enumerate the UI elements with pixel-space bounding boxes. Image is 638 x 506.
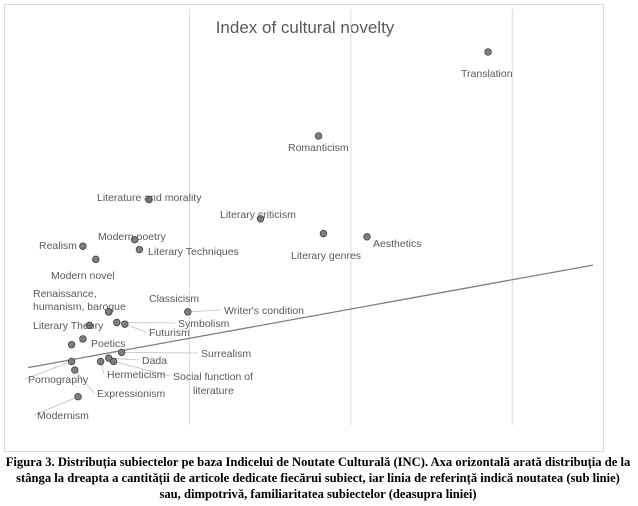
point-label: Symbolism: [178, 318, 230, 330]
chart-frame: Index of cultural novelty Translation Rom…: [4, 4, 604, 452]
point-label: Pornography: [28, 374, 89, 386]
point-label: Literary genres: [291, 250, 361, 262]
point-label: Modern novel: [51, 270, 115, 282]
data-point: [113, 318, 121, 327]
label-leader: [187, 309, 222, 313]
data-point: [256, 215, 265, 223]
point-label: Dada: [142, 355, 167, 367]
point-label: Surrealism: [201, 348, 251, 360]
data-point: [184, 308, 192, 316]
data-point: [67, 340, 76, 349]
point-label: Literary criticism: [220, 209, 296, 221]
point-label: Writer's condition: [224, 305, 304, 317]
point-label: Literary Techniques: [148, 246, 239, 258]
data-point: [363, 233, 371, 241]
point-label: Social function of literature: [173, 371, 253, 397]
label-leader: [113, 361, 171, 377]
figure-caption: Figura 3. Distribuția subiectelor pe baz…: [5, 455, 631, 501]
point-label: Translation: [461, 68, 513, 80]
data-point: [79, 335, 87, 343]
point-label: Poetics: [91, 338, 125, 350]
data-point: [121, 320, 129, 328]
point-label: Classicism: [149, 293, 199, 305]
data-point: [74, 393, 82, 401]
data-point: [105, 308, 113, 316]
data-point: [314, 132, 323, 140]
chart-title: Index of cultural novelty: [216, 18, 395, 37]
data-point: [484, 48, 492, 56]
scatter-chart: Index of cultural novelty Translation Rom…: [24, 9, 594, 425]
point-label: Renaissance, humanism, baroque: [33, 288, 126, 313]
point-label: Literature and morality: [97, 192, 202, 204]
data-point: [71, 366, 79, 374]
label-leader: [124, 323, 147, 333]
data-point: [145, 195, 153, 204]
data-point: [67, 357, 76, 366]
point-label: Hermeticism: [107, 369, 166, 381]
data-point: [135, 245, 144, 254]
point-label: Literary Theory: [33, 320, 104, 332]
point-label: Modernism: [37, 410, 89, 422]
point-label: Aesthetics: [373, 238, 421, 250]
point-label: Expressionism: [97, 388, 166, 400]
data-point: [109, 357, 118, 366]
data-point: [117, 348, 126, 357]
data-point: [79, 242, 87, 250]
label-leader: [74, 369, 95, 394]
data-point: [319, 229, 328, 238]
label-leader: [33, 396, 79, 416]
data-point: [85, 321, 94, 330]
data-point: [130, 235, 139, 244]
data-point: [96, 357, 105, 366]
point-label: Futurism: [149, 327, 190, 339]
point-label: Romanticism: [288, 142, 349, 154]
label-leader: [121, 352, 199, 354]
label-leader: [24, 361, 72, 380]
point-label: Modern poetry: [98, 231, 166, 243]
data-point: [92, 255, 100, 264]
point-label: Realism: [39, 240, 77, 252]
